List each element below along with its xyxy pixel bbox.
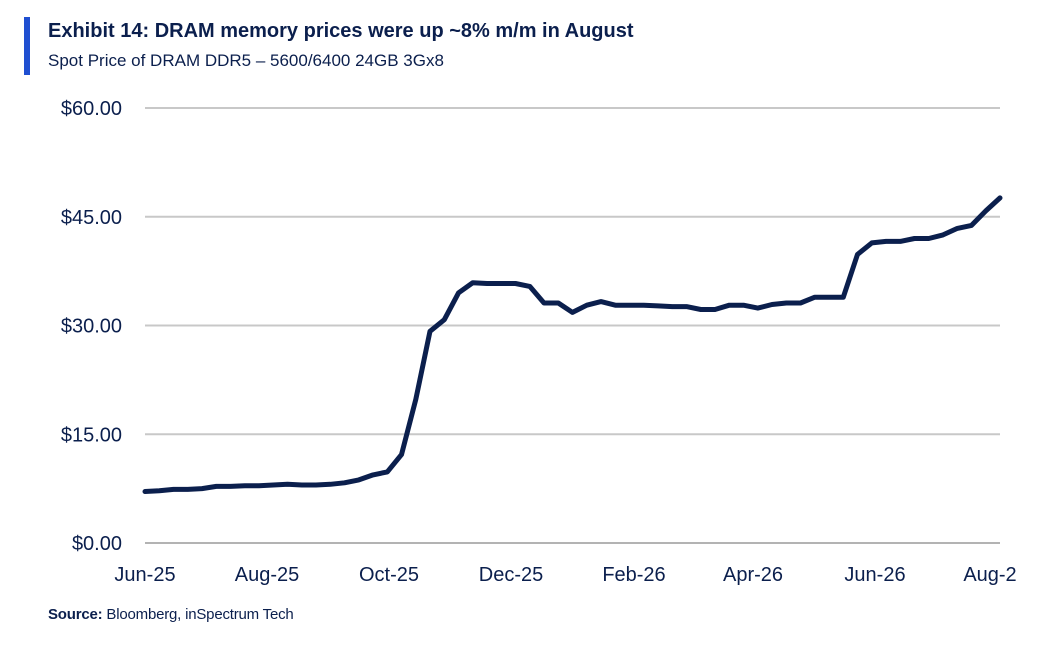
x-tick-label: Apr-26	[723, 564, 783, 586]
x-tick-label: Oct-25	[359, 564, 419, 586]
chart-subtitle: Spot Price of DRAM DDR5 – 5600/6400 24GB…	[48, 51, 444, 70]
x-tick-label: Aug-2	[963, 564, 1016, 586]
y-tick-label: $0.00	[72, 533, 122, 555]
source-note: Source: Bloomberg, inSpectrum Tech	[48, 606, 294, 623]
y-tick-label: $15.00	[61, 424, 122, 446]
x-axis-tick-labels: Jun-25 Aug-25 Oct-25 Dec-25 Feb-26 Apr-26 Jun-…	[114, 564, 1016, 586]
source-label: Source:	[48, 606, 103, 623]
x-tick-label: Jun-25	[114, 564, 175, 586]
x-tick-label: Jun-26	[844, 564, 905, 586]
x-tick-label: Aug-25	[235, 564, 300, 586]
series-line	[142, 195, 1003, 494]
x-tick-label: Feb-26	[602, 564, 665, 586]
series-layer	[142, 195, 1003, 494]
line-chart: $0.00 $15.00 $30.00 $45.00 $60.00 Jun-25 Aug-…	[61, 98, 1017, 586]
source-text: Bloomberg, inSpectrum Tech	[102, 606, 294, 623]
y-axis-tick-labels: $0.00 $15.00 $30.00 $45.00 $60.00	[61, 98, 122, 555]
y-tick-label: $60.00	[61, 98, 122, 120]
y-tick-label: $30.00	[61, 316, 122, 338]
grid-lines	[145, 107, 1000, 544]
chart-title: Exhibit 14: DRAM memory prices were up ~…	[48, 20, 634, 42]
title-accent-bar	[24, 17, 30, 75]
x-tick-label: Dec-25	[479, 564, 543, 586]
y-tick-label: $45.00	[61, 207, 122, 229]
